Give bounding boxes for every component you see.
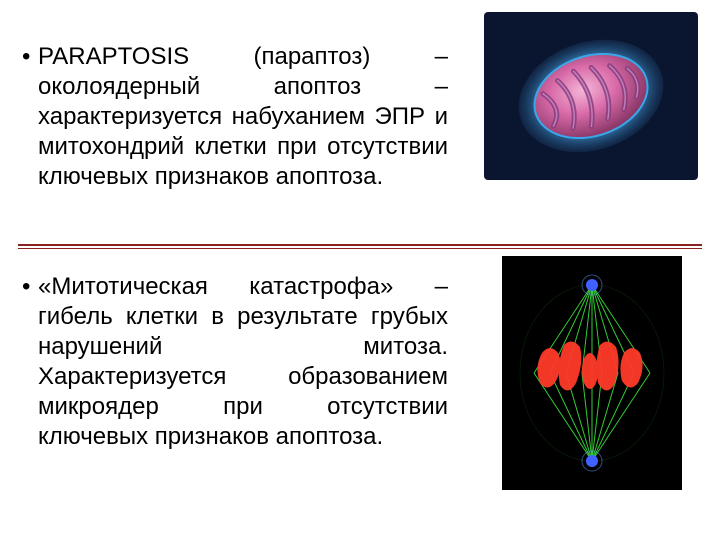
mitotic-spindle-image: [502, 256, 682, 490]
section-divider: [18, 244, 702, 250]
bullet-bottom: •: [0, 272, 38, 302]
bullet-top: •: [0, 42, 38, 72]
mitotic-spindle-svg: [512, 273, 672, 473]
divider-line-thin: [18, 248, 702, 249]
mitochondrion-image: [484, 12, 698, 180]
text-paraptosis: PARAPTOSIS (параптоз) – околоядерный апо…: [38, 42, 448, 192]
text-mitotic-catastrophe: «Митотическая катастрофа» – гибель клетк…: [38, 272, 448, 452]
mitochondrion-svg: [503, 21, 680, 172]
divider-line-thick: [18, 244, 702, 246]
